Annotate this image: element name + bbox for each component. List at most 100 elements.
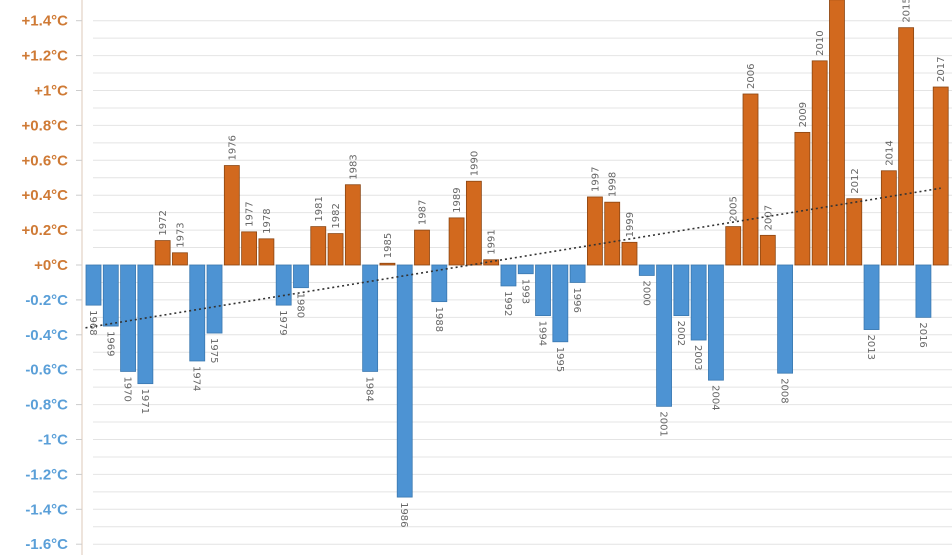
bar-1975 [206,264,223,334]
bar-2014 [880,170,897,266]
bar-label: 1995 [554,347,565,372]
bar-1984 [362,264,379,372]
bar-label: 2017 [936,57,947,82]
bar-2012 [846,198,863,266]
bar-label: 1982 [331,203,342,228]
bar-label: 2014 [884,140,895,165]
bar-label: 1969 [104,331,115,356]
bar-label: 1973 [175,222,186,247]
bar-1974 [189,264,206,362]
bar-2011 [829,0,845,266]
y-tick-label: -1°C [38,432,68,449]
bar-label: 1976 [227,135,238,160]
bar-label: 2004 [709,385,720,410]
bar-1983 [344,184,361,266]
bar-1977 [241,231,258,266]
y-tick-label: -0.8°C [25,397,68,414]
bar-1968 [85,264,102,306]
bar-label: 2012 [850,168,861,193]
bar-1972 [154,240,171,266]
bar-2008 [777,264,793,374]
bar-label: 1988 [433,307,444,332]
bar-label: 2002 [675,321,686,346]
y-tick-label: +0°C [34,257,68,274]
bar-label: 1987 [418,200,429,225]
bar-label: 1970 [122,376,133,401]
bar-2000 [638,264,655,276]
bar-1969 [102,264,119,327]
bar-2005 [725,226,742,266]
bar-labels: 1968 1969 1970 1971 1972 1973 1974 1975 1976 1977… [87,0,947,528]
bar-label: 1994 [537,321,548,346]
y-tick-label: -1.2°C [25,466,68,483]
bar-label: 1986 [398,502,409,527]
bar-label: 1981 [314,196,325,221]
bar-1990 [465,180,482,266]
bar-1986 [396,264,413,498]
bar-label: 1974 [191,366,202,391]
bar-label: 2016 [917,322,928,347]
bar-label: 2010 [815,30,826,55]
bar-label: 2003 [692,345,703,370]
bar-1992 [500,264,517,287]
bar-2001 [656,264,672,407]
bar-label: 1972 [158,210,169,235]
y-tick-label: +1.2°C [22,48,69,65]
bar-2007 [759,234,776,266]
bar-2016 [915,264,932,318]
bar-1989 [448,217,465,266]
y-tick-label: +0.2°C [22,222,69,239]
bar-1999 [621,241,638,266]
bar-label: 1968 [87,310,98,335]
bar-1995 [552,264,569,343]
bar-label: 1983 [348,154,359,179]
bar-label: 1977 [245,201,256,226]
y-axis: -1.6°C -1.4°C -1.2°C -1°C -0.8°C -0.6°C -0.4°C… [22,0,83,555]
bar-1996 [569,264,586,283]
bar-label: 1996 [571,287,582,312]
y-tick-label: -0.2°C [25,292,68,309]
bar-1994 [535,264,551,317]
bar-1971 [137,264,154,385]
bar-label: 1979 [277,310,288,335]
bar-1980 [293,264,309,289]
bar-2017 [932,86,949,266]
bar-label: 1991 [487,229,498,254]
bar-label: 1978 [262,208,273,233]
bar-label: 2009 [798,102,809,127]
bar-1978 [258,238,275,266]
bar-label: 1985 [383,233,394,258]
bar-1970 [120,264,136,372]
bar-2009 [794,131,811,266]
y-tick-label: +0.8°C [22,117,69,134]
bar-label: 1993 [519,279,530,304]
bar-label: 2015 [902,0,913,23]
bar-1976 [223,165,240,266]
bar-1985 [379,262,396,266]
bar-1997 [587,196,603,266]
bar-label: 1989 [452,187,463,212]
bar-1987 [414,229,430,266]
bar-label: 1975 [208,338,219,363]
bar-1988 [431,264,448,303]
bar-2010 [811,60,828,266]
bar-2003 [690,264,707,341]
y-tick-label: -1.4°C [25,501,68,518]
bars [85,0,949,498]
y-tick-label: -1.6°C [25,536,68,553]
y-tick-label: +1°C [34,83,68,100]
bar-2006 [742,93,759,266]
bar-1973 [172,252,188,266]
bar-1998 [604,201,621,266]
bar-label: 1984 [364,376,375,401]
bar-label: 2000 [640,280,651,305]
bar-label: 2006 [746,64,757,89]
bar-label: 1998 [608,172,619,197]
bar-label: 2007 [763,205,774,230]
bar-1982 [327,233,344,266]
bar-2013 [863,264,880,330]
bar-1981 [310,226,327,266]
bar-label: 1971 [139,389,150,414]
bar-1993 [517,264,534,275]
bar-label: 2013 [865,335,876,360]
